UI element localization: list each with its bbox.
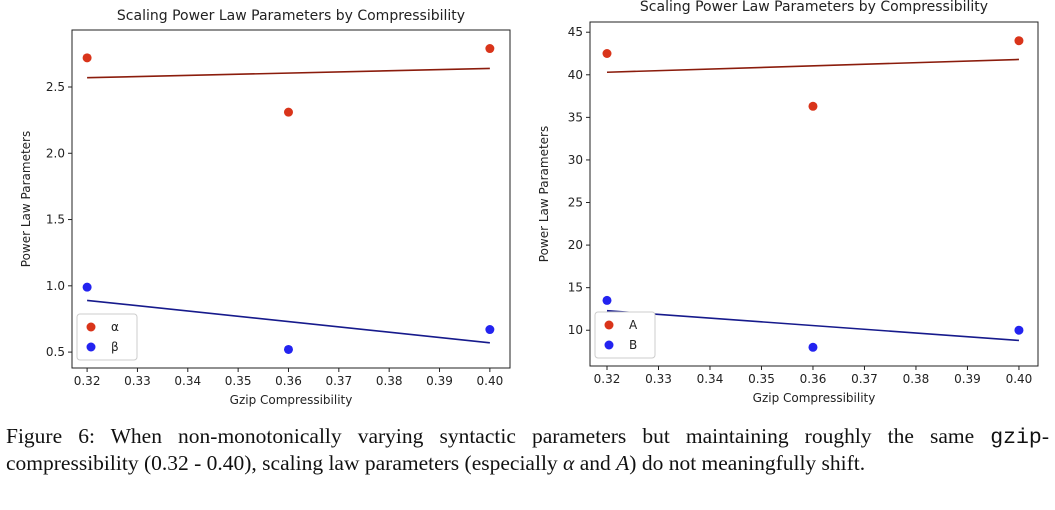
caption-code: gzip	[990, 426, 1042, 450]
point	[82, 282, 92, 292]
y-tick-label: 1.0	[46, 279, 65, 293]
x-tick-label: 0.39	[426, 374, 453, 388]
x-tick-label: 0.34	[174, 374, 201, 388]
legend-label: B	[629, 338, 637, 352]
y-tick-label: 40	[568, 68, 583, 82]
chart: Scaling Power Law Parameters by Compress…	[537, 0, 1039, 405]
x-tick-label: 0.33	[645, 372, 672, 386]
x-tick-label: 0.32	[594, 372, 621, 386]
x-tick-label: 0.33	[124, 374, 151, 388]
fit-line	[606, 309, 1020, 342]
caption-text: -compressibility (0.32 - 0.40), scaling …	[6, 424, 1049, 475]
legend-label: α	[111, 320, 119, 334]
x-tick-label: 0.37	[325, 374, 352, 388]
caption-text: Figure 6: When non-monotonically varying…	[6, 424, 991, 448]
legend-marker	[86, 322, 96, 332]
x-tick-label: 0.36	[275, 374, 302, 388]
chart-title: Scaling Power Law Parameters by Compress…	[117, 8, 465, 24]
legend-marker	[604, 320, 614, 330]
point	[1014, 36, 1024, 46]
point	[283, 107, 293, 117]
caption: Figure 6: When non-monotonically varying…	[6, 424, 1049, 476]
caption-text: and	[574, 451, 617, 475]
x-tick-label: 0.37	[851, 372, 878, 386]
chart-title: Scaling Power Law Parameters by Compress…	[640, 0, 988, 15]
y-tick-label: 35	[568, 110, 583, 124]
y-tick-label: 45	[568, 25, 583, 39]
x-tick-label: 0.38	[903, 372, 930, 386]
chart: Scaling Power Law Parameters by Compress…	[19, 8, 511, 407]
plot-frame	[71, 29, 511, 369]
caption-text: ) do not meaningfully shift.	[629, 451, 866, 475]
point	[602, 295, 612, 305]
point	[808, 342, 818, 352]
legend-label: β	[111, 340, 119, 354]
x-axis-label: Gzip Compressibility	[753, 391, 876, 405]
y-tick-label: 0.5	[46, 345, 65, 359]
x-axis-label: Gzip Compressibility	[230, 393, 353, 407]
x-tick-label: 0.39	[954, 372, 981, 386]
point	[485, 44, 495, 54]
point	[485, 325, 495, 335]
x-tick-label: 0.36	[800, 372, 827, 386]
y-tick-label: 15	[568, 281, 583, 295]
point	[602, 49, 612, 59]
legend-box	[76, 313, 138, 361]
point	[283, 344, 293, 354]
y-tick-label: 1.5	[46, 213, 65, 227]
y-tick-label: 2.0	[46, 146, 65, 160]
fit-line	[87, 67, 490, 79]
y-axis-label: Power Law Parameters	[537, 126, 551, 262]
fit-line	[606, 58, 1019, 74]
x-tick-label: 0.32	[74, 374, 101, 388]
legend-box	[594, 311, 656, 359]
x-tick-label: 0.35	[748, 372, 775, 386]
plot-frame	[589, 21, 1039, 367]
point	[82, 53, 92, 63]
x-tick-label: 0.40	[1006, 372, 1033, 386]
point	[808, 101, 818, 111]
fit-line	[87, 299, 490, 344]
point	[1014, 325, 1024, 335]
y-tick-label: 30	[568, 153, 583, 167]
x-tick-label: 0.40	[477, 374, 504, 388]
y-tick-label: 2.5	[46, 80, 65, 94]
legend-label: A	[629, 318, 638, 332]
x-tick-label: 0.34	[697, 372, 724, 386]
caption-math: α	[563, 451, 575, 475]
y-tick-label: 10	[568, 323, 583, 337]
y-axis-label: Power Law Parameters	[19, 131, 33, 267]
x-tick-label: 0.38	[376, 374, 403, 388]
legend-marker	[86, 342, 96, 352]
legend-marker	[604, 340, 614, 350]
caption-math: A	[616, 451, 630, 475]
x-tick-label: 0.35	[225, 374, 252, 388]
y-tick-label: 25	[568, 196, 583, 210]
y-tick-label: 20	[568, 238, 583, 252]
